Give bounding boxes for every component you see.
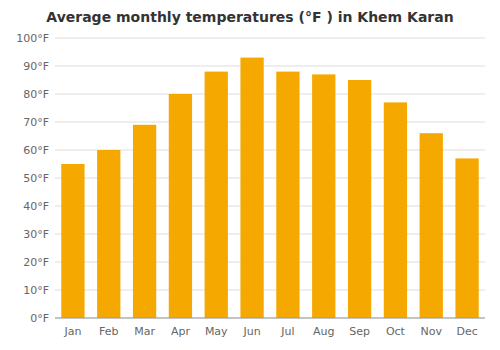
y-tick-label: 10°F [23, 284, 49, 297]
grid-line [55, 318, 485, 319]
y-tick-label: 100°F [16, 32, 49, 45]
bar [133, 125, 156, 318]
chart-svg: Average monthly temperatures (°F ) in Kh… [0, 0, 500, 350]
x-tick-label: Oct [386, 325, 406, 338]
bar [169, 94, 192, 318]
chart-container: Average monthly temperatures (°F ) in Kh… [0, 0, 500, 350]
y-tick-label: 80°F [23, 88, 49, 101]
bar [97, 150, 120, 318]
bar [384, 102, 407, 318]
y-tick-label: 50°F [23, 172, 49, 185]
bars [61, 58, 478, 318]
x-tick-label: Jan [63, 325, 81, 338]
grid-line [55, 66, 485, 67]
x-tick-label: Mar [134, 325, 155, 338]
x-tick-label: Dec [456, 325, 477, 338]
x-tick-label: Jul [280, 325, 294, 338]
bar [276, 72, 299, 318]
y-tick-label: 0°F [30, 312, 49, 325]
y-tick-label: 90°F [23, 60, 49, 73]
x-tick-label: Sep [349, 325, 370, 338]
grid [55, 38, 485, 318]
y-tick-label: 70°F [23, 116, 49, 129]
x-tick-label: Apr [171, 325, 191, 338]
bar [312, 74, 335, 318]
bar [240, 58, 263, 318]
x-tick-label: Jun [242, 325, 260, 338]
y-tick-label: 20°F [23, 256, 49, 269]
x-tick-label: Feb [99, 325, 118, 338]
grid-line [55, 94, 485, 95]
x-tick-label: Aug [313, 325, 334, 338]
title: Average monthly temperatures (°F ) in Kh… [46, 9, 453, 25]
x-tick-label: May [205, 325, 228, 338]
bar [420, 133, 443, 318]
grid-line [55, 122, 485, 123]
x-tick-label: Nov [421, 325, 443, 338]
x-axis-line [55, 318, 485, 319]
y-tick-label: 40°F [23, 200, 49, 213]
bar [348, 80, 371, 318]
grid-line [55, 38, 485, 39]
y-tick-label: 60°F [23, 144, 49, 157]
bar [455, 158, 478, 318]
bar [61, 164, 84, 318]
y-tick-label: 30°F [23, 228, 49, 241]
bar [205, 72, 228, 318]
